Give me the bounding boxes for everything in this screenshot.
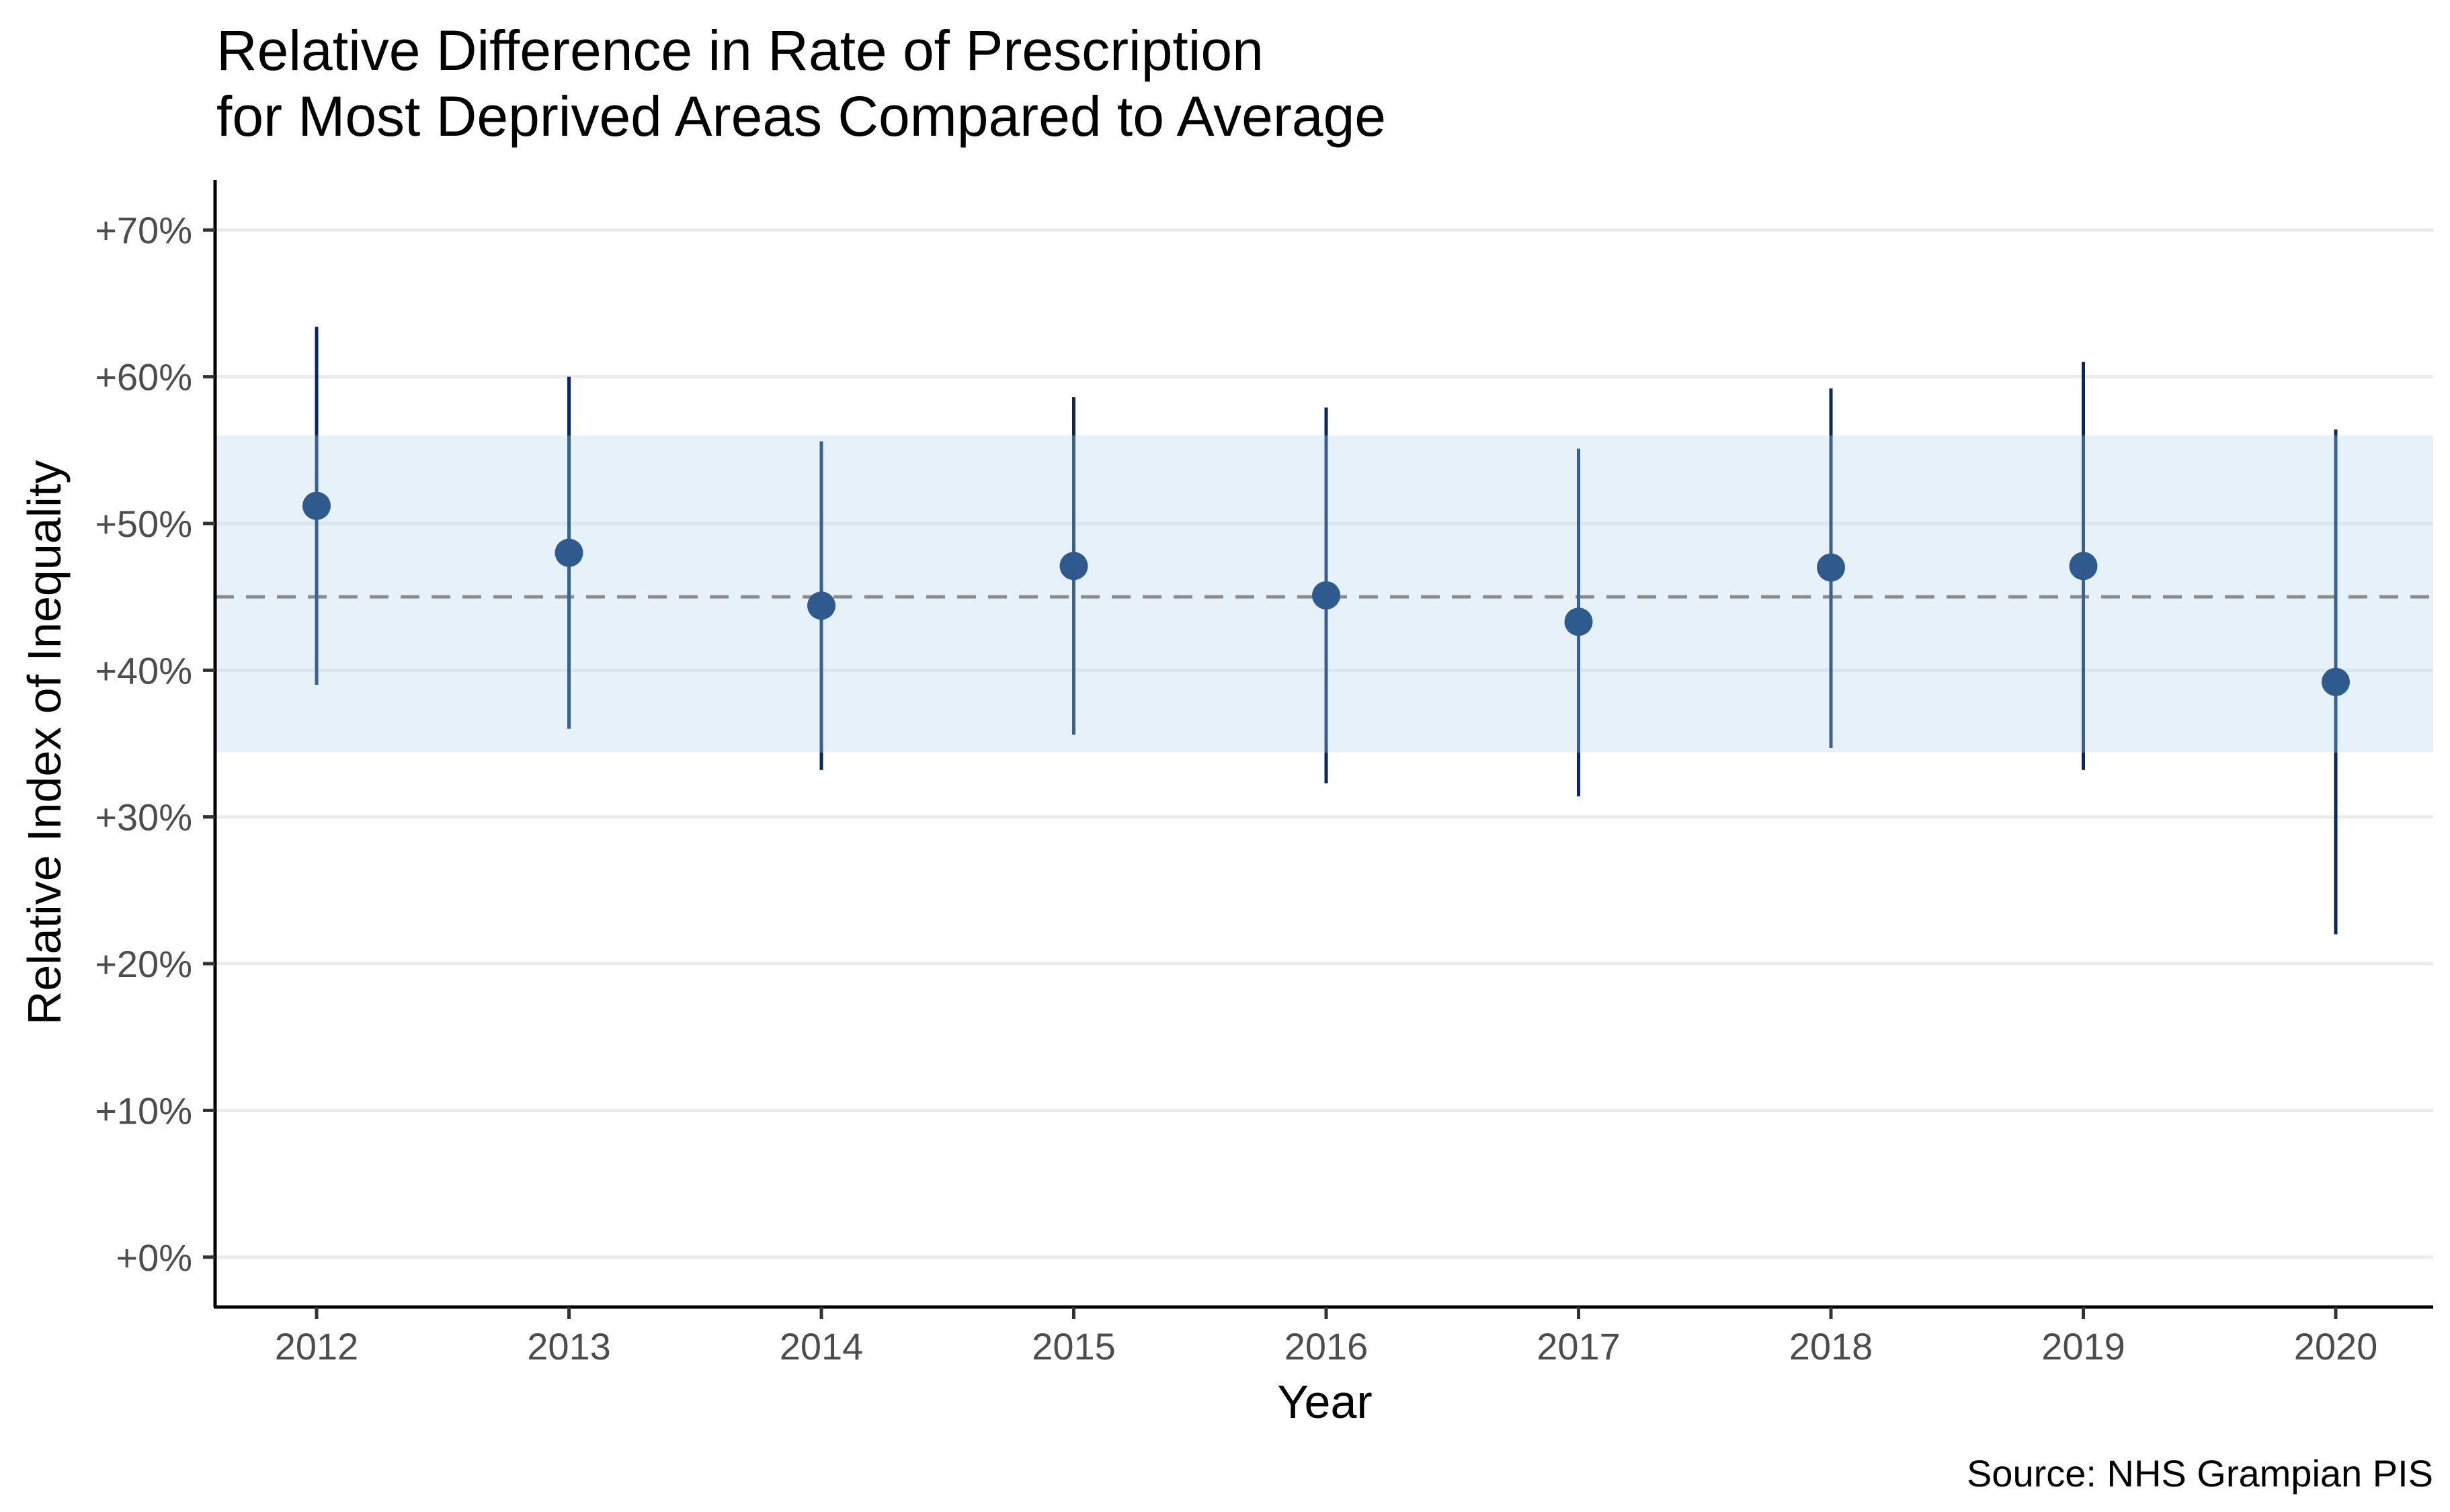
y-tick-label: +60% — [95, 356, 192, 398]
y-tick-label: +10% — [95, 1089, 192, 1132]
data-point — [1059, 552, 1088, 581]
data-point — [807, 591, 835, 620]
data-point — [1312, 581, 1340, 610]
x-tick-label: 2015 — [1032, 1325, 1116, 1368]
data-point — [2322, 667, 2350, 696]
x-tick-label: 2017 — [1537, 1325, 1621, 1368]
chart-title: Relative Difference in Rate of Prescript… — [216, 19, 1264, 82]
y-tick-label: +40% — [95, 649, 192, 691]
source-caption: Source: NHS Grampian PIS — [1967, 1452, 2433, 1495]
x-axis-title: Year — [1277, 1376, 1372, 1428]
plot-panel: +0% +10% +20% +30% +40% +50% +60% +70% 2012 2013 2… — [95, 180, 2433, 1368]
data-point — [2069, 552, 2098, 581]
y-tick-label: +50% — [95, 503, 192, 545]
data-point — [1564, 607, 1593, 636]
chart-subtitle: for Most Deprived Areas Compared to Aver… — [216, 85, 1386, 148]
y-axis-title: Relative Index of Inequality — [18, 460, 71, 1025]
y-tick-label: +70% — [95, 209, 192, 251]
data-point — [302, 491, 331, 520]
x-tick-label: 2018 — [1789, 1325, 1873, 1368]
y-tick-label: +20% — [95, 943, 192, 985]
x-tick-label: 2014 — [780, 1325, 864, 1368]
x-tick-label: 2012 — [275, 1325, 359, 1368]
data-point — [1817, 553, 1845, 582]
x-tick-label: 2019 — [2041, 1325, 2125, 1368]
x-tick-label: 2013 — [527, 1325, 611, 1368]
data-point — [555, 538, 583, 567]
y-tick-label: +30% — [95, 796, 192, 839]
x-tick-label: 2016 — [1284, 1325, 1369, 1368]
x-tick-label: 2020 — [2294, 1325, 2378, 1368]
y-tick-label: +0% — [116, 1236, 192, 1279]
